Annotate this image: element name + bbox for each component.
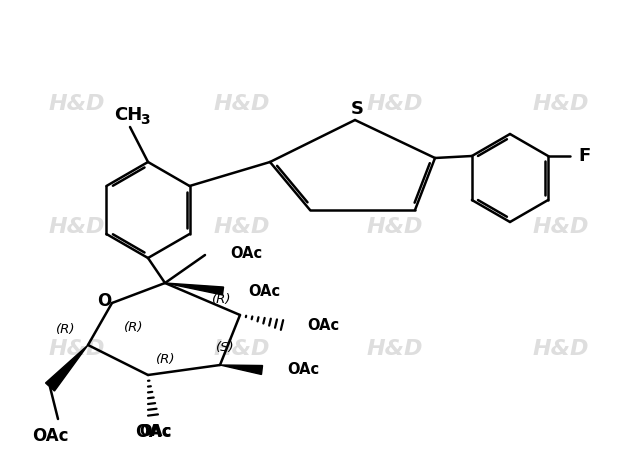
Polygon shape <box>46 345 88 391</box>
Text: H&D: H&D <box>533 217 589 236</box>
Text: H&D: H&D <box>214 94 270 114</box>
Text: (R): (R) <box>156 354 176 366</box>
Polygon shape <box>220 365 262 374</box>
Text: H&D: H&D <box>367 217 423 236</box>
Text: OAc: OAc <box>32 427 68 445</box>
Text: H&D: H&D <box>367 339 423 359</box>
Text: H&D: H&D <box>214 339 270 359</box>
Polygon shape <box>165 283 224 295</box>
Text: 3: 3 <box>140 113 150 127</box>
Text: OAc: OAc <box>248 284 280 298</box>
Text: H&D: H&D <box>48 339 104 359</box>
Text: OAc: OAc <box>287 362 319 378</box>
Text: H&D: H&D <box>533 94 589 114</box>
Text: (R): (R) <box>124 321 144 335</box>
Text: H&D: H&D <box>48 94 104 114</box>
Text: O: O <box>97 292 111 310</box>
Text: OAc: OAc <box>135 423 171 441</box>
Text: OAc: OAc <box>230 245 262 261</box>
Text: H&D: H&D <box>533 339 589 359</box>
Text: F: F <box>578 147 590 165</box>
Text: H&D: H&D <box>214 217 270 236</box>
Text: H&D: H&D <box>48 217 104 236</box>
Text: S: S <box>350 100 364 118</box>
Text: CH: CH <box>114 106 142 124</box>
Text: (S): (S) <box>216 340 234 354</box>
Text: (R): (R) <box>56 323 76 337</box>
Text: OAc: OAc <box>307 318 339 332</box>
Text: H&D: H&D <box>367 94 423 114</box>
Text: OAc: OAc <box>139 423 171 438</box>
Text: (R): (R) <box>212 294 232 306</box>
